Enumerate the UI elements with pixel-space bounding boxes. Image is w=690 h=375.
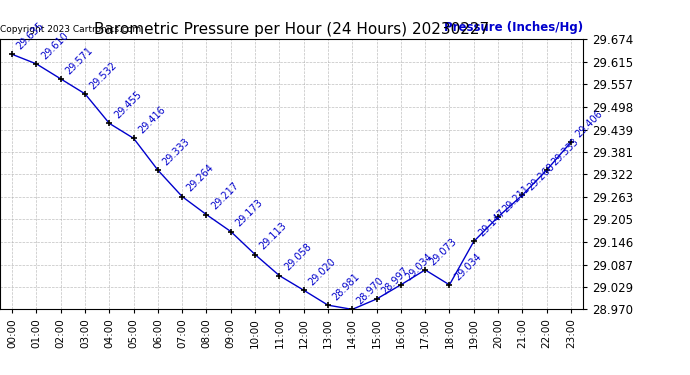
Text: 29.034: 29.034	[452, 251, 483, 282]
Text: 29.333: 29.333	[549, 136, 580, 167]
Text: 28.981: 28.981	[331, 272, 362, 302]
Text: 29.264: 29.264	[185, 163, 216, 194]
Text: 29.455: 29.455	[112, 90, 144, 121]
Text: 29.147: 29.147	[477, 208, 508, 239]
Text: 29.416: 29.416	[137, 105, 168, 135]
Text: 29.211: 29.211	[501, 183, 532, 214]
Text: 29.073: 29.073	[428, 236, 459, 267]
Text: 29.406: 29.406	[573, 108, 604, 140]
Text: 29.020: 29.020	[306, 256, 337, 287]
Text: Copyright 2023 Cartronics.com: Copyright 2023 Cartronics.com	[0, 25, 141, 34]
Text: 29.173: 29.173	[234, 198, 264, 229]
Text: 28.997: 28.997	[380, 265, 411, 296]
Text: 29.571: 29.571	[63, 45, 95, 76]
Text: 29.034: 29.034	[404, 251, 435, 282]
Title: Barometric Pressure per Hour (24 Hours) 20230227: Barometric Pressure per Hour (24 Hours) …	[94, 22, 489, 37]
Text: 29.217: 29.217	[209, 181, 240, 212]
Text: 28.970: 28.970	[355, 276, 386, 307]
Text: 29.635: 29.635	[15, 21, 46, 51]
Text: 29.268: 29.268	[525, 161, 556, 192]
Text: 29.058: 29.058	[282, 242, 313, 273]
Text: 29.333: 29.333	[161, 136, 192, 167]
Text: Pressure (Inches/Hg): Pressure (Inches/Hg)	[444, 21, 583, 34]
Text: 29.113: 29.113	[258, 221, 289, 252]
Text: 29.610: 29.610	[39, 30, 70, 61]
Text: 29.532: 29.532	[88, 60, 119, 91]
